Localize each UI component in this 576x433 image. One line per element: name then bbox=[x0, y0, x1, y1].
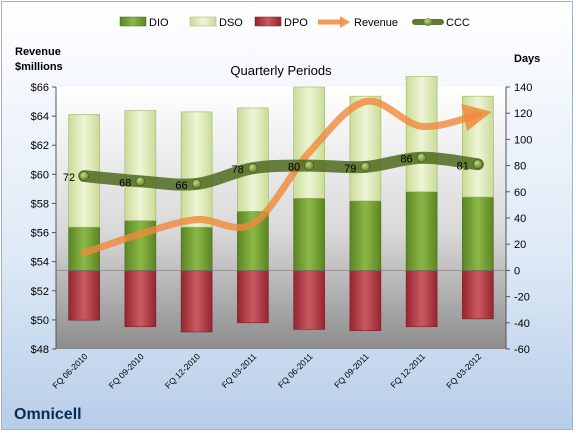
bar-dpo bbox=[349, 270, 382, 331]
left-tick-label: $56 bbox=[31, 228, 49, 240]
revenue-line bbox=[80, 97, 492, 257]
right-tick-label: -60 bbox=[514, 344, 530, 356]
bar-dso bbox=[124, 110, 157, 221]
bar-dio bbox=[180, 226, 213, 271]
right-tick-label: 0 bbox=[514, 265, 520, 277]
bar-dio bbox=[462, 196, 494, 271]
bar-dpo bbox=[405, 270, 438, 328]
bar-dso bbox=[405, 76, 438, 193]
bar-dio bbox=[293, 198, 325, 271]
left-tick-label: $48 bbox=[31, 344, 49, 356]
ccc-point bbox=[416, 152, 427, 163]
right-axis-ticks: -60 -40 -20 0 20 40 60 80 100 120 140 bbox=[505, 82, 532, 356]
legend-label-dso: DSO bbox=[219, 17, 243, 29]
ccc-data-label: 80 bbox=[288, 162, 300, 174]
ccc-data-label: 86 bbox=[400, 154, 412, 166]
ccc-point bbox=[304, 160, 314, 171]
legend-swatch-dpo bbox=[254, 16, 282, 27]
legend-swatch-dso bbox=[189, 16, 217, 27]
x-tick-label: FQ 06-2010 bbox=[50, 351, 89, 390]
right-tick-label: 100 bbox=[514, 134, 532, 146]
legend-item-dio: DIO bbox=[119, 16, 169, 29]
right-tick-label: 40 bbox=[514, 213, 526, 225]
right-tick-label: 20 bbox=[514, 239, 526, 251]
ccc-data-label: 78 bbox=[232, 164, 244, 176]
left-tick-label: $64 bbox=[31, 111, 49, 123]
ccc-data-label: 79 bbox=[344, 163, 356, 175]
right-tick-label: 140 bbox=[514, 82, 532, 94]
legend-swatch-dio bbox=[119, 16, 147, 27]
left-tick-label: $54 bbox=[31, 257, 49, 269]
right-tick-label: 80 bbox=[514, 161, 526, 173]
legend: DIO DSO DPO Revenue CCC bbox=[119, 16, 470, 29]
left-tick-label: $52 bbox=[31, 286, 49, 298]
ccc-point bbox=[79, 171, 89, 181]
legend-item-ccc: CCC bbox=[412, 17, 470, 29]
right-tick-label: 120 bbox=[514, 108, 532, 120]
revenue-series bbox=[80, 97, 492, 257]
left-tick-label: $50 bbox=[31, 315, 49, 327]
right-axis-title: Days bbox=[514, 53, 540, 65]
legend-label-ccc: CCC bbox=[446, 17, 470, 29]
left-axis-title-line1: Revenue bbox=[15, 46, 61, 58]
legend-arrow-revenue bbox=[340, 16, 350, 28]
x-tick-label: FQ 09-2010 bbox=[107, 351, 146, 390]
bar-dpo bbox=[462, 270, 494, 320]
ccc-data-label: 81 bbox=[457, 160, 469, 172]
x-tick-label: FQ 12-2011 bbox=[388, 351, 427, 390]
legend-item-revenue: Revenue bbox=[318, 16, 398, 29]
ccc-data-label: 68 bbox=[119, 177, 131, 189]
bar-dso bbox=[237, 107, 269, 212]
legend-dot-ccc bbox=[424, 18, 432, 26]
left-axis-ticks: $48 $50 $52 $54 $56 $58 $60 $62 $64 $66 bbox=[31, 82, 57, 356]
x-tick-label: FQ 03-2011 bbox=[220, 351, 259, 390]
right-tick-label: -40 bbox=[514, 318, 530, 330]
stacked-bars bbox=[56, 76, 506, 333]
bar-dio bbox=[405, 191, 438, 271]
x-tick-label: FQ 09-2011 bbox=[332, 351, 371, 390]
bar-dpo bbox=[180, 270, 213, 333]
ccc-point bbox=[135, 176, 146, 187]
x-axis-ticks: FQ 06-2010 FQ 09-2010 FQ 12-2010 FQ 03-2011… bbox=[50, 351, 483, 390]
ccc-point bbox=[191, 179, 202, 189]
ccc-point bbox=[473, 159, 483, 170]
bar-dso bbox=[349, 95, 382, 202]
x-tick-label: FQ 06-2011 bbox=[276, 351, 315, 390]
legend-label-revenue: Revenue bbox=[354, 17, 398, 29]
bar-dio bbox=[349, 200, 382, 271]
bar-dpo bbox=[68, 270, 100, 321]
legend-item-dso: DSO bbox=[189, 16, 243, 29]
legend-label-dio: DIO bbox=[149, 17, 169, 29]
legend-item-dpo: DPO bbox=[254, 16, 308, 29]
left-tick-label: $60 bbox=[31, 169, 49, 181]
bar-dpo bbox=[124, 270, 157, 328]
left-tick-label: $66 bbox=[31, 82, 49, 94]
company-name: Omnicell bbox=[14, 406, 82, 423]
right-tick-label: -20 bbox=[514, 292, 530, 304]
x-tick-label: FQ 12-2010 bbox=[163, 351, 202, 390]
left-tick-label: $58 bbox=[31, 198, 49, 210]
bar-dpo bbox=[237, 270, 269, 324]
ccc-series: 72 68 66 78 80 79 86 81 bbox=[63, 151, 484, 192]
ccc-data-label: 66 bbox=[175, 180, 187, 192]
chart-subtitle: Quarterly Periods bbox=[230, 63, 332, 78]
legend-label-dpo: DPO bbox=[284, 17, 308, 29]
right-tick-label: 60 bbox=[514, 187, 526, 199]
x-tick-label: FQ 03-2012 bbox=[444, 351, 483, 390]
ccc-data-label: 72 bbox=[63, 172, 75, 184]
ccc-point bbox=[248, 163, 258, 174]
left-tick-label: $62 bbox=[31, 140, 49, 152]
ccc-point bbox=[360, 162, 371, 172]
bar-dso bbox=[180, 111, 213, 228]
bar-dpo bbox=[293, 270, 325, 330]
left-axis-title-line2: $millions bbox=[15, 61, 63, 73]
